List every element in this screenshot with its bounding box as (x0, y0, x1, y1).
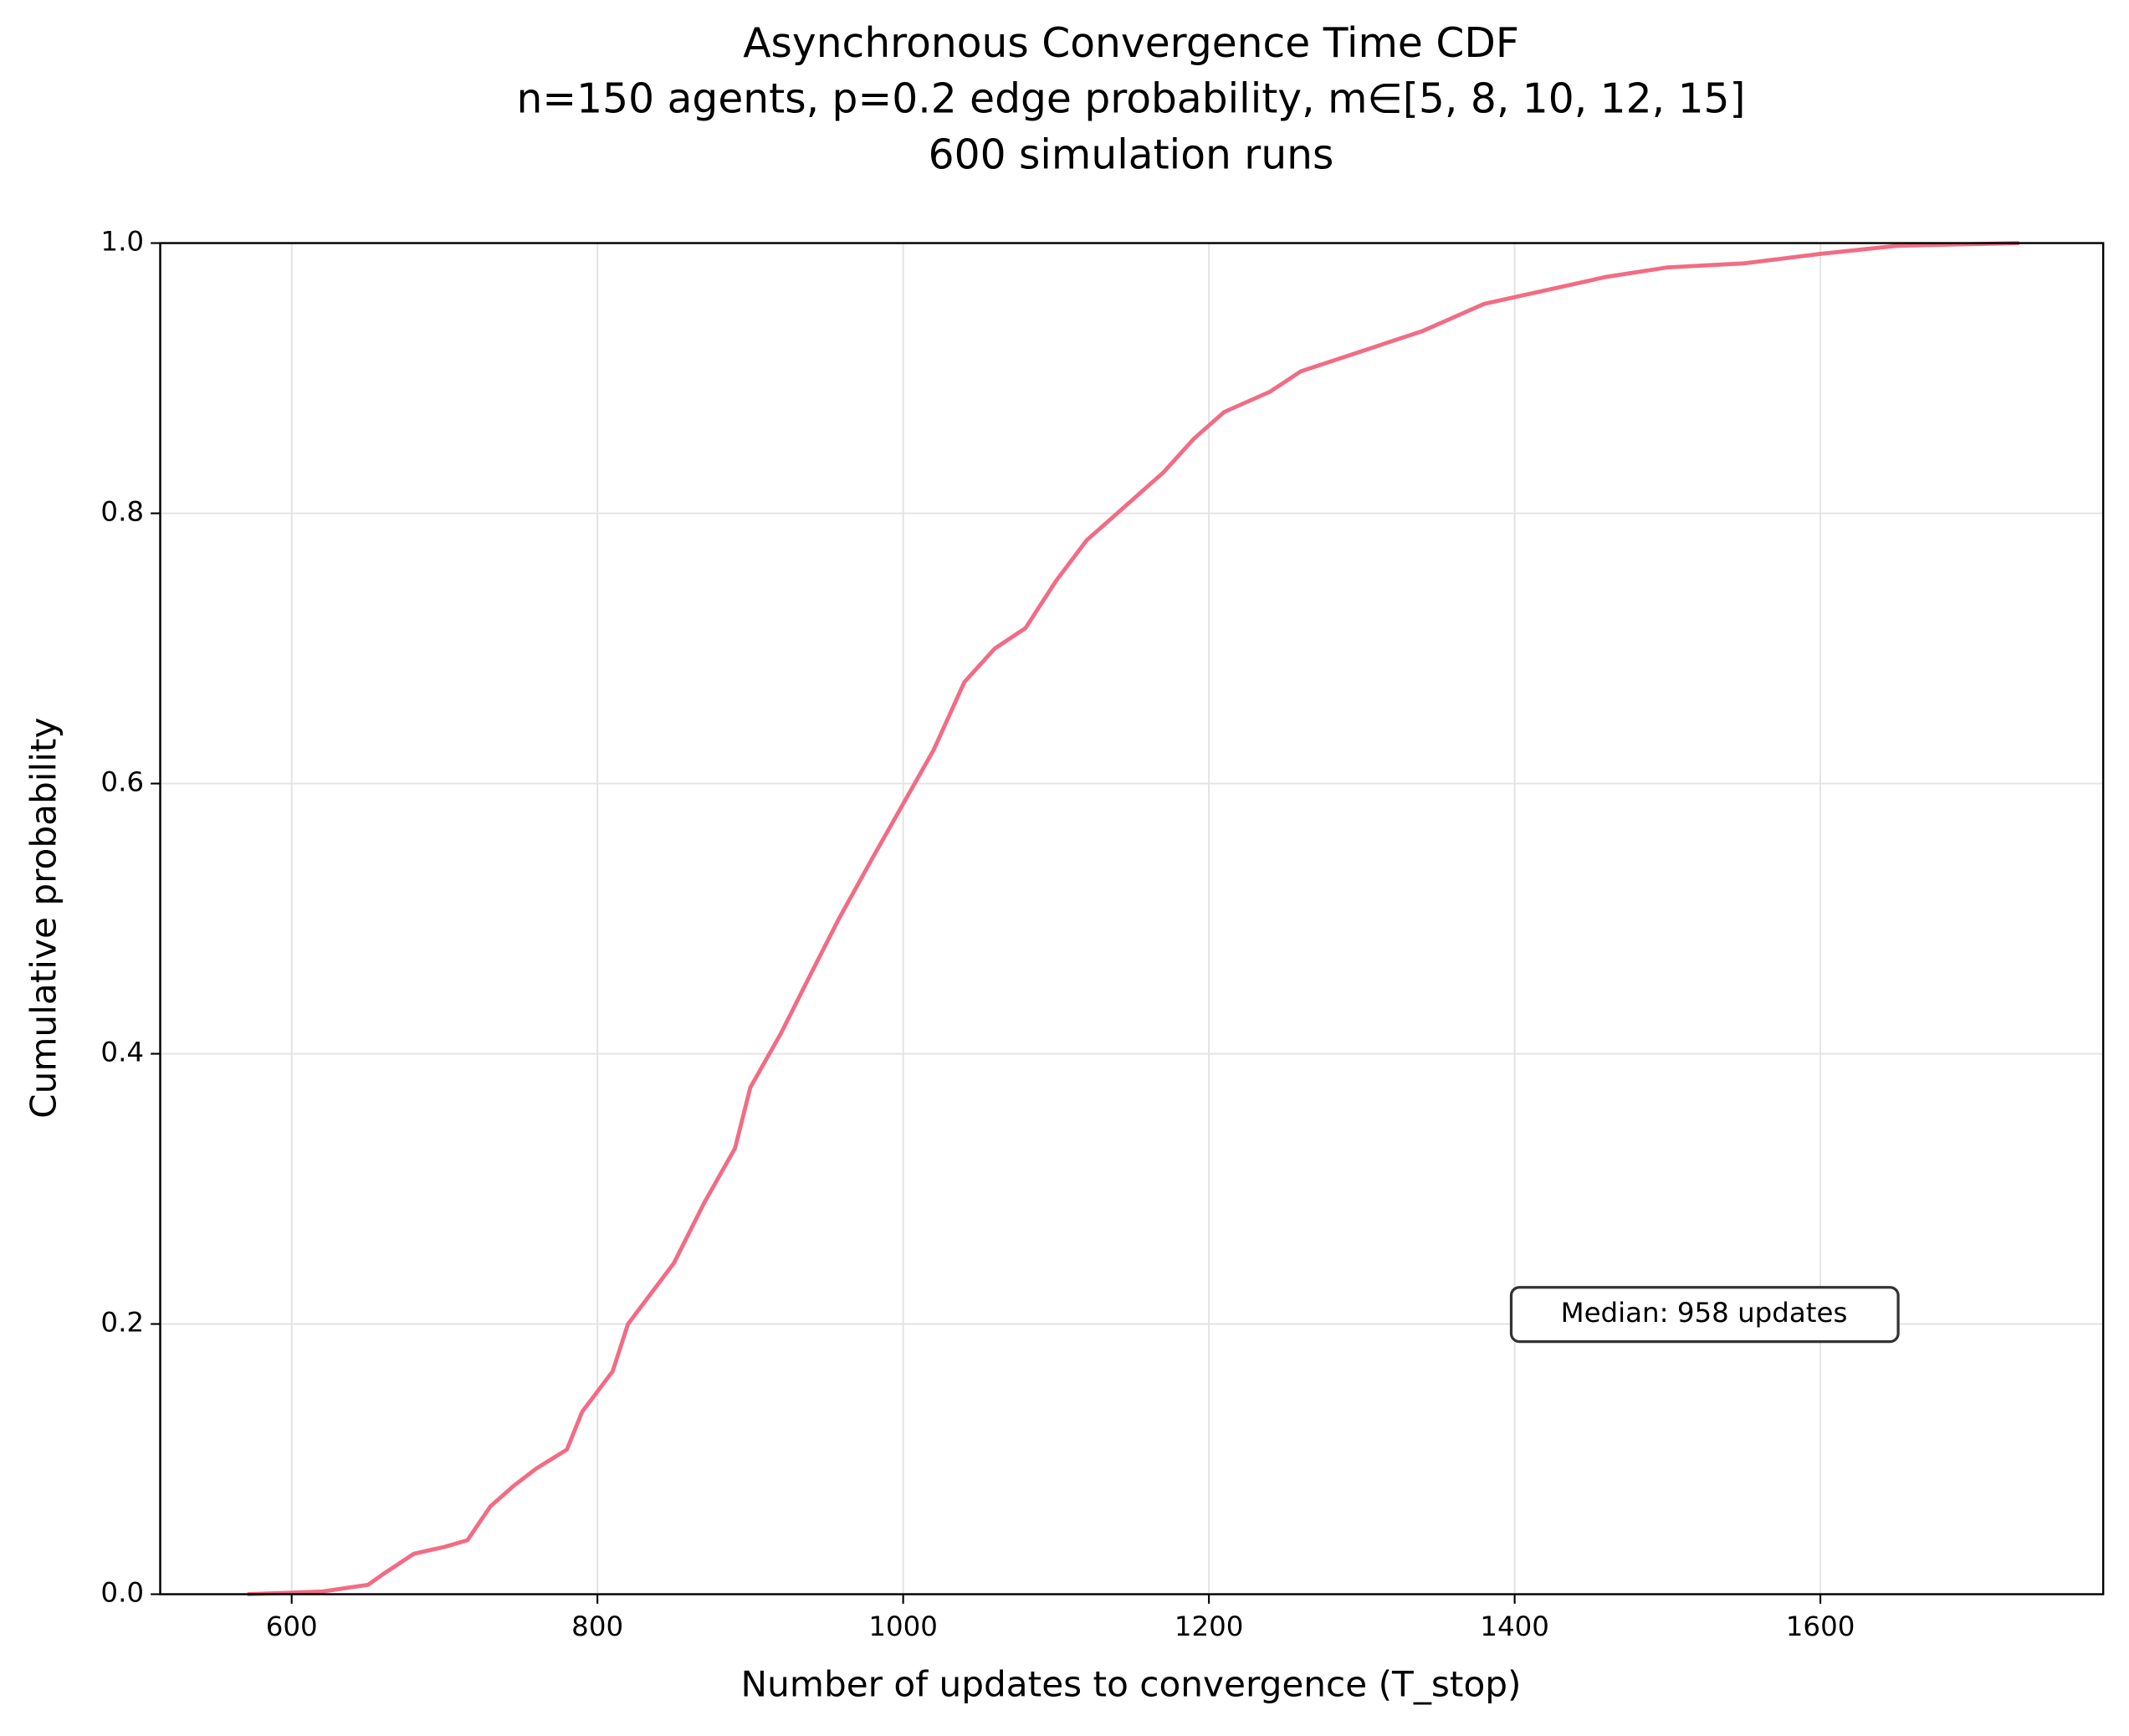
x-tick-label: 1600 (1786, 1611, 1855, 1642)
x-tick-label: 600 (266, 1611, 318, 1642)
y-tick-label: 1.0 (100, 226, 144, 258)
x-tick-label: 800 (571, 1611, 623, 1642)
cdf-line (247, 241, 2019, 1596)
y-axis-label: Cumulative probability (23, 718, 64, 1119)
x-axis-label: Number of updates to convergence (T_stop… (741, 1663, 1522, 1704)
plot-frame (159, 242, 2105, 1595)
y-tick-label: 0.4 (100, 1037, 144, 1068)
plot-area: 600 800 1000 1200 1400 1600 0.0 0.2 0.4 0.6 0.8 1.0 (100, 226, 2105, 1642)
y-tick-label: 0.2 (100, 1307, 144, 1339)
x-tick-label: 1000 (868, 1611, 938, 1642)
chart-title: Asynchronous Convergence Time CDF (743, 20, 1519, 67)
x-tick-label: 1200 (1175, 1611, 1244, 1642)
y-tick-label: 0.0 (100, 1577, 144, 1609)
annotation-box (1509, 1286, 1900, 1344)
y-tick-label: 0.6 (100, 766, 144, 798)
x-tick-label: 1400 (1480, 1611, 1549, 1642)
y-tick-label: 0.8 (100, 496, 144, 528)
chart-subtitle: n=150 agents, p=0.2 edge probability, m∈… (517, 76, 1746, 123)
chart-subtitle: 600 simulation runs (929, 131, 1334, 178)
annotation: Median: 958 updates (1561, 1297, 1848, 1329)
